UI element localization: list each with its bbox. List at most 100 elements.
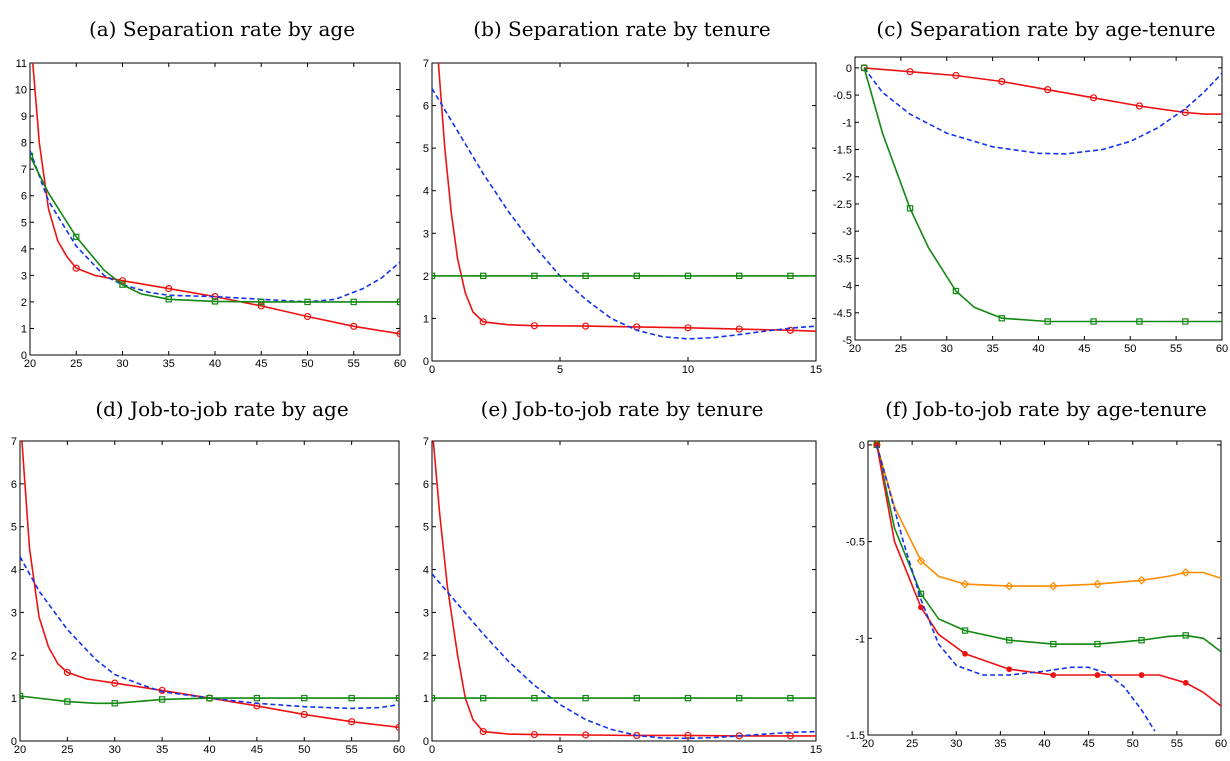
- y-tick-label: 0: [21, 350, 27, 362]
- series-line-green: [30, 155, 400, 303]
- series-group: [30, 63, 400, 338]
- data-point: [1048, 581, 1058, 591]
- x-tick-label: 60: [1215, 738, 1227, 750]
- x-tick-label: 30: [950, 738, 962, 750]
- series-line-green: [863, 67, 1222, 323]
- chart-title: (c) Separation rate by age-tenure: [876, 17, 1215, 41]
- data-point: [531, 272, 538, 280]
- data-point: [350, 322, 358, 330]
- x-tick-label: 60: [393, 744, 405, 756]
- data-point: [582, 272, 589, 280]
- x-tick-label: 10: [682, 744, 694, 756]
- y-tick-label: 11: [16, 58, 27, 70]
- plot-frame: [431, 62, 817, 362]
- data-point: [952, 71, 960, 80]
- y-tick-label: 9: [21, 111, 27, 123]
- series-line-blue: [876, 444, 1156, 732]
- y-tick-label: 0: [846, 63, 852, 75]
- data-point: [63, 668, 71, 677]
- y-tick-label: -4.5: [833, 308, 852, 320]
- x-tick-label: 20: [849, 343, 861, 355]
- y-tick-label: 5: [423, 522, 429, 534]
- data-point: [211, 298, 219, 305]
- data-point: [786, 326, 795, 334]
- x-tick-label: 0: [429, 744, 435, 756]
- data-point: [1044, 86, 1052, 94]
- data-point: [1138, 637, 1145, 644]
- data-point: [787, 272, 794, 280]
- chart-title: (a) Separation rate by age: [89, 17, 355, 41]
- data-point: [480, 694, 487, 702]
- y-tick-label: -2.5: [833, 199, 852, 211]
- series-line-orange: [876, 444, 1221, 587]
- chart-panel-c: (c) Separation rate by age-tenure 20 25 30 3…: [833, 17, 1228, 355]
- data-point: [1044, 318, 1051, 325]
- x-tick-label: 60: [1216, 343, 1228, 355]
- data-point: [480, 272, 487, 280]
- x-tick-label: 40: [209, 358, 221, 370]
- x-tick-label: 50: [1124, 343, 1136, 355]
- chart-panel-b: (b) Separation rate by tenure 0 5 10 15 0 1 2 3 4…: [423, 17, 822, 376]
- series-line-red: [32, 63, 400, 335]
- data-point: [906, 68, 914, 76]
- x-tick-label: 55: [1171, 738, 1183, 750]
- series-line-red: [437, 63, 816, 332]
- y-tick-label: 7: [21, 164, 27, 176]
- y-tick-label: -3: [842, 226, 852, 238]
- plot-frame: [867, 440, 1222, 736]
- data-point: [348, 694, 355, 702]
- data-point: [253, 694, 261, 702]
- data-point: [20, 692, 24, 700]
- data-point: [348, 718, 356, 726]
- y-tick-label: -3.5: [833, 253, 852, 265]
- data-point: [395, 723, 399, 731]
- plot-frame: [854, 56, 1223, 341]
- data-point: [158, 696, 166, 703]
- y-tick-label: 6: [21, 191, 27, 203]
- y-tick-label: 0: [859, 440, 865, 452]
- y-tick-label: 4: [423, 186, 429, 198]
- y-tick-label: 6: [11, 479, 17, 491]
- y-tick-label: -1: [855, 633, 865, 645]
- data-point: [1006, 666, 1013, 673]
- data-point: [111, 700, 118, 707]
- series-line-blue: [432, 88, 816, 340]
- data-point: [918, 604, 924, 611]
- y-tick-label: 7: [423, 58, 429, 70]
- data-point: [530, 322, 539, 330]
- y-tick-label: 4: [11, 565, 17, 577]
- data-point: [301, 694, 308, 702]
- plot-frame: [431, 440, 817, 742]
- data-point: [581, 731, 590, 739]
- x-tick-label: 40: [1032, 343, 1044, 355]
- y-tick-label: 5: [11, 522, 17, 534]
- y-tick-label: 3: [423, 607, 429, 619]
- series-line-red: [21, 441, 399, 729]
- y-tick-label: -1: [842, 117, 852, 129]
- data-point: [396, 298, 400, 306]
- data-point: [119, 281, 126, 288]
- series-group: [860, 64, 1222, 325]
- data-point: [582, 694, 589, 702]
- data-point: [960, 579, 970, 589]
- series-line-blue: [20, 556, 399, 710]
- data-point: [1181, 568, 1191, 577]
- x-tick-label: 35: [163, 358, 175, 370]
- x-tick-label: 15: [810, 364, 822, 376]
- x-tick-label: 45: [255, 358, 267, 370]
- data-point: [961, 627, 969, 634]
- x-tick-label: 35: [987, 343, 999, 355]
- data-point: [479, 318, 487, 326]
- chart-panel-f: (f) Job-to-job rate by age-tenure 20 25 30 3…: [846, 397, 1227, 750]
- data-point: [952, 287, 960, 295]
- y-tick-label: 1: [11, 693, 17, 705]
- x-tick-label: 45: [1083, 738, 1095, 750]
- plot-frame: [29, 62, 401, 356]
- x-tick-label: 30: [109, 744, 121, 756]
- data-point: [303, 312, 312, 321]
- data-point: [860, 64, 868, 72]
- y-tick-label: 4: [21, 244, 27, 256]
- data-point: [633, 694, 641, 702]
